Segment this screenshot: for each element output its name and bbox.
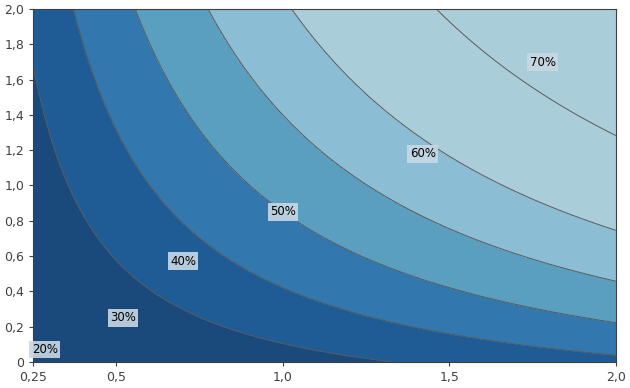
Text: 60%: 60% — [410, 147, 436, 160]
Text: 70%: 70% — [530, 55, 556, 69]
Text: 40%: 40% — [170, 255, 196, 268]
Text: 30%: 30% — [110, 311, 136, 324]
Text: 20%: 20% — [32, 343, 58, 356]
Text: 50%: 50% — [270, 205, 296, 218]
